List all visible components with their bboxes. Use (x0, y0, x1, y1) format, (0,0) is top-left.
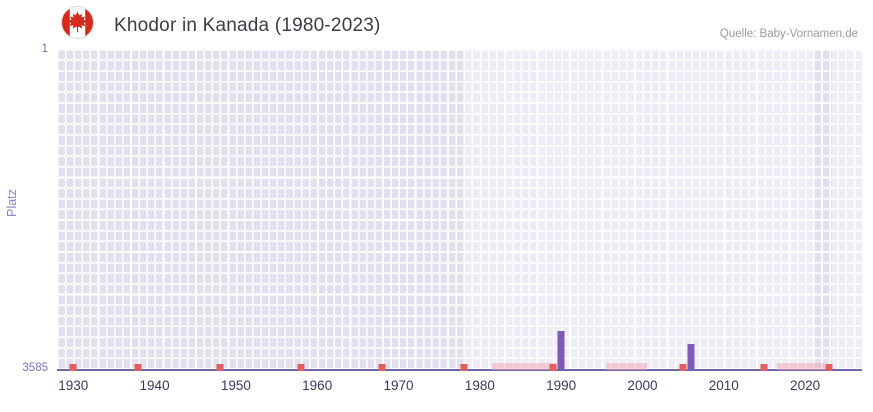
no-data-marker[interactable] (760, 364, 768, 371)
highlight-band (831, 49, 862, 369)
x-tick-label: 2010 (708, 378, 739, 393)
canada-flag-icon (61, 6, 94, 39)
x-tick-label: 2000 (627, 378, 658, 393)
no-data-marker[interactable] (825, 364, 833, 371)
rank-bar[interactable] (687, 344, 695, 369)
x-tick-label: 1970 (383, 378, 414, 393)
faint-marker-range (492, 363, 558, 370)
source-credit: Quelle: Baby-Vornamen.de (719, 28, 858, 40)
faint-marker-range (605, 363, 647, 370)
chart-title: Khodor in Kanada (1980-2023) (114, 15, 381, 36)
y-axis-title: Platz (4, 189, 19, 217)
x-tick-label: 1930 (58, 378, 89, 393)
no-data-marker[interactable] (216, 364, 224, 371)
no-data-marker[interactable] (297, 364, 305, 371)
no-data-marker[interactable] (378, 364, 386, 371)
x-tick-label: 2020 (790, 378, 821, 393)
y-tick-best-rank: 1 (41, 43, 48, 55)
no-data-marker[interactable] (549, 364, 557, 371)
x-tick-label: 1940 (139, 378, 170, 393)
no-data-marker[interactable] (134, 364, 142, 371)
faint-marker-range (776, 363, 826, 370)
y-tick-worst-rank: 3585 (22, 362, 48, 374)
x-tick-label: 1980 (464, 378, 495, 393)
x-tick-label: 1950 (220, 378, 251, 393)
x-tick-label: 1960 (302, 378, 333, 393)
no-data-marker[interactable] (69, 364, 77, 371)
x-tick-label: 1990 (546, 378, 577, 393)
highlight-band (463, 49, 814, 369)
plot-area (57, 49, 862, 371)
rank-bar[interactable] (557, 331, 565, 369)
no-data-marker[interactable] (679, 364, 687, 371)
no-data-marker[interactable] (460, 364, 468, 371)
